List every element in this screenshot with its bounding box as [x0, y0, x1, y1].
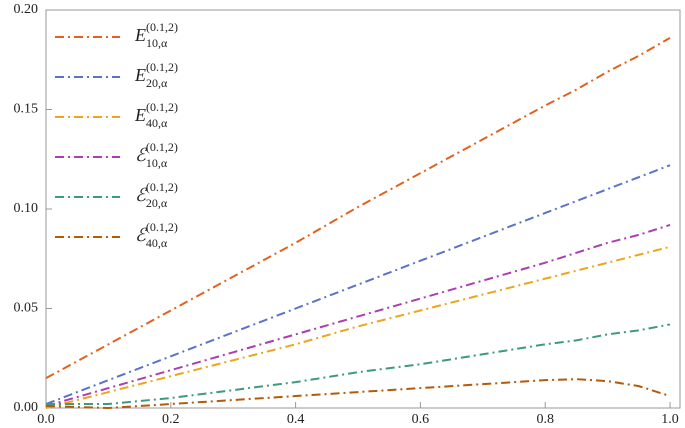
legend-label: ℰ10,α(0.1,2) — [135, 140, 178, 170]
x-tick-label: 0.2 — [162, 412, 180, 427]
x-tick-label: 0.8 — [536, 412, 554, 427]
x-tick-label: 0.4 — [287, 412, 305, 427]
series-line — [45, 223, 671, 407]
x-tick-label: 0.0 — [37, 412, 55, 427]
y-tick-label: 0.10 — [14, 201, 39, 216]
legend-label: E20,α(0.1,2) — [134, 60, 178, 90]
series-line — [45, 164, 671, 405]
legend-label: ℰ40,α(0.1,2) — [135, 220, 178, 250]
y-tick-label: 0.00 — [14, 400, 39, 415]
series-line — [45, 378, 671, 410]
x-tick-label: 0.6 — [412, 412, 430, 427]
y-tick-label: 0.20 — [14, 2, 39, 17]
legend-label: ℰ20,α(0.1,2) — [135, 180, 178, 210]
y-tick-label: 0.05 — [14, 301, 39, 316]
legend-label: E10,α(0.1,2) — [134, 20, 178, 50]
series-line — [45, 245, 671, 409]
x-tick-label: 1.0 — [661, 412, 679, 427]
legend-label: E40,α(0.1,2) — [134, 100, 178, 130]
y-tick-label: 0.15 — [14, 102, 39, 117]
series-line — [45, 36, 671, 380]
